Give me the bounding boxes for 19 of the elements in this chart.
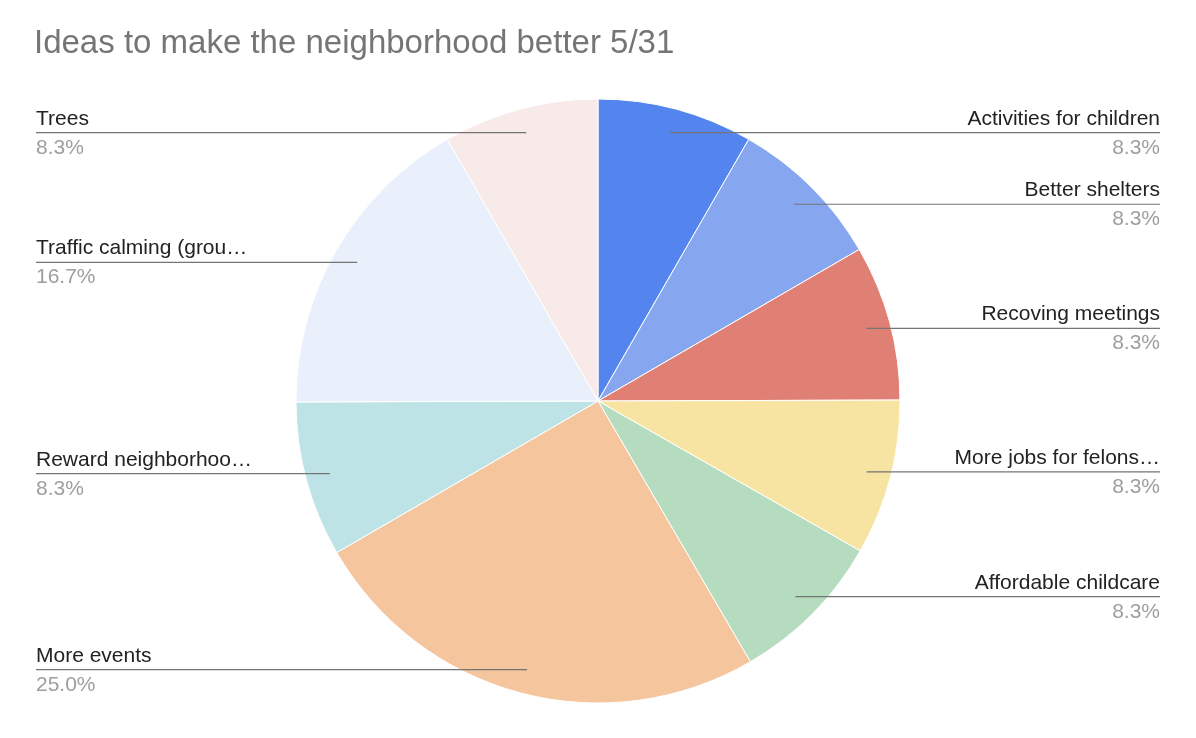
data-label: 8.3% — [1112, 134, 1160, 158]
slice-label: Traffic calming (grou… — [36, 235, 248, 259]
data-label: 25.0% — [36, 671, 96, 695]
slice-label: Affordable childcare — [974, 569, 1160, 593]
slice-label: More events — [36, 642, 152, 666]
data-label: 16.7% — [36, 264, 96, 288]
slice-label: Activities for children — [967, 105, 1160, 129]
data-label: 8.3% — [1112, 206, 1160, 230]
slice-label: Trees — [36, 105, 89, 129]
slice-label: Reward neighborhoo… — [36, 446, 252, 470]
data-label: 8.3% — [36, 134, 84, 158]
chart-title: Ideas to make the neighborhood better 5/31 — [34, 23, 675, 60]
data-label: 8.3% — [1112, 473, 1160, 497]
slice-label: Recoving meetings — [981, 301, 1160, 325]
data-label: 8.3% — [36, 475, 84, 499]
slice-label: Better shelters — [1024, 177, 1160, 201]
data-label: 8.3% — [1112, 598, 1160, 622]
slice-label: More jobs for felons… — [954, 444, 1160, 468]
data-label: 8.3% — [1112, 330, 1160, 354]
